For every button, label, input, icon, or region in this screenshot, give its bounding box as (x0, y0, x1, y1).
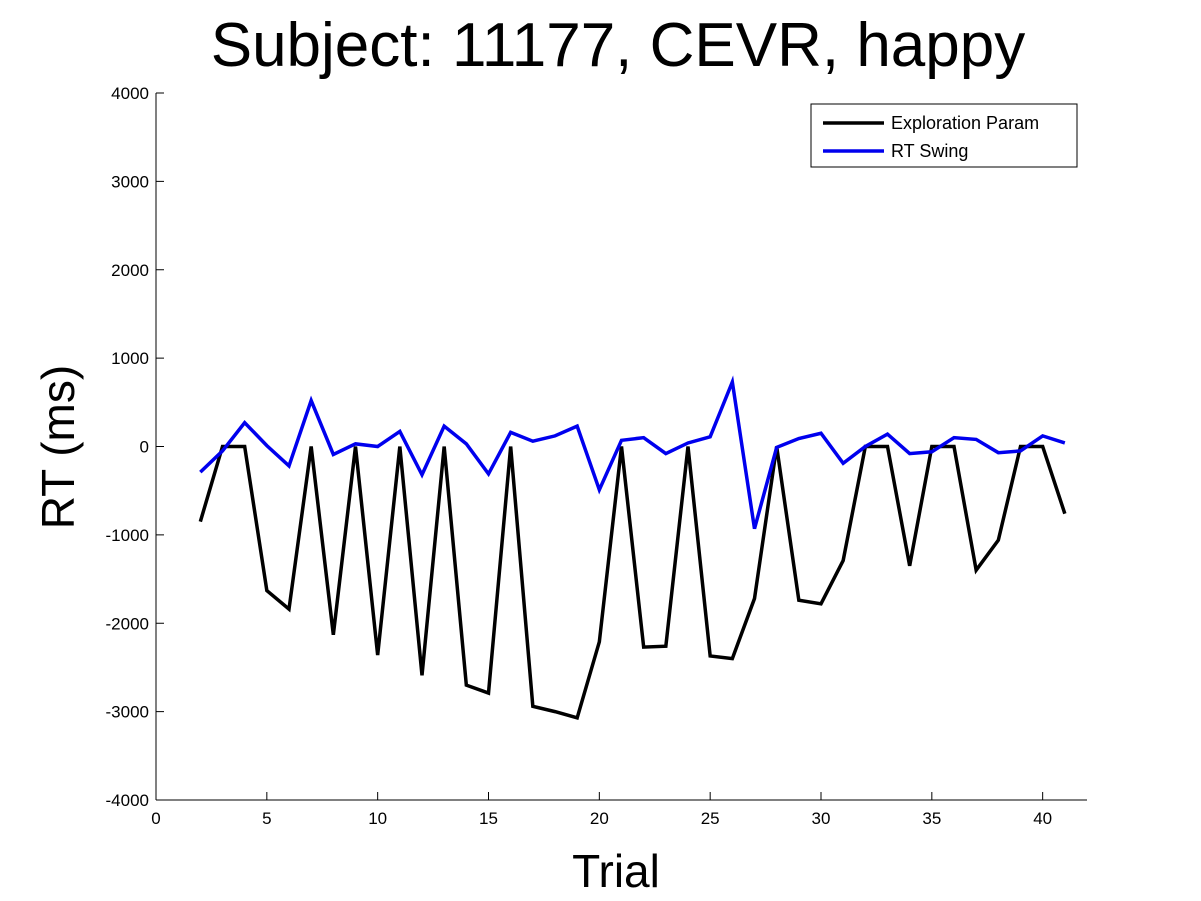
y-tick-label: 4000 (111, 84, 149, 103)
x-tick-label: 15 (479, 809, 498, 828)
y-tick-label: -2000 (106, 614, 149, 633)
x-tick-label: 35 (922, 809, 941, 828)
legend-label-exploration-param: Exploration Param (891, 113, 1039, 133)
x-tick-label: 25 (701, 809, 720, 828)
plot-area: 0 5 10 15 20 25 30 35 40 -4000 -3000 -2000 -1000 0 100… (106, 84, 1087, 828)
y-tick-label: -4000 (106, 791, 149, 810)
legend-label-rt-swing: RT Swing (891, 141, 968, 161)
legend: Exploration Param RT Swing (810, 103, 1078, 168)
legend-box (810, 103, 1078, 168)
x-tick-label: 30 (812, 809, 831, 828)
y-tick-label: 0 (140, 438, 149, 457)
y-tick-label: 1000 (111, 349, 149, 368)
x-tick-label: 5 (262, 809, 271, 828)
y-axis-title: RT (ms) (32, 365, 84, 529)
x-axis-title: Trial (572, 845, 660, 897)
x-tick-label: 0 (151, 809, 160, 828)
series-line-rt-swing (199, 375, 1066, 530)
y-tick-label: -1000 (106, 526, 149, 545)
series-line-exploration-param (198, 444, 1067, 720)
y-tick-label: -3000 (106, 703, 149, 722)
x-tick-label: 10 (368, 809, 387, 828)
chart-title: Subject: 11177, CEVR, happy (211, 11, 1026, 80)
x-tick-label: 40 (1033, 809, 1052, 828)
y-tick-label: 2000 (111, 261, 149, 280)
y-tick-label: 3000 (111, 172, 149, 191)
x-tick-label: 20 (590, 809, 609, 828)
